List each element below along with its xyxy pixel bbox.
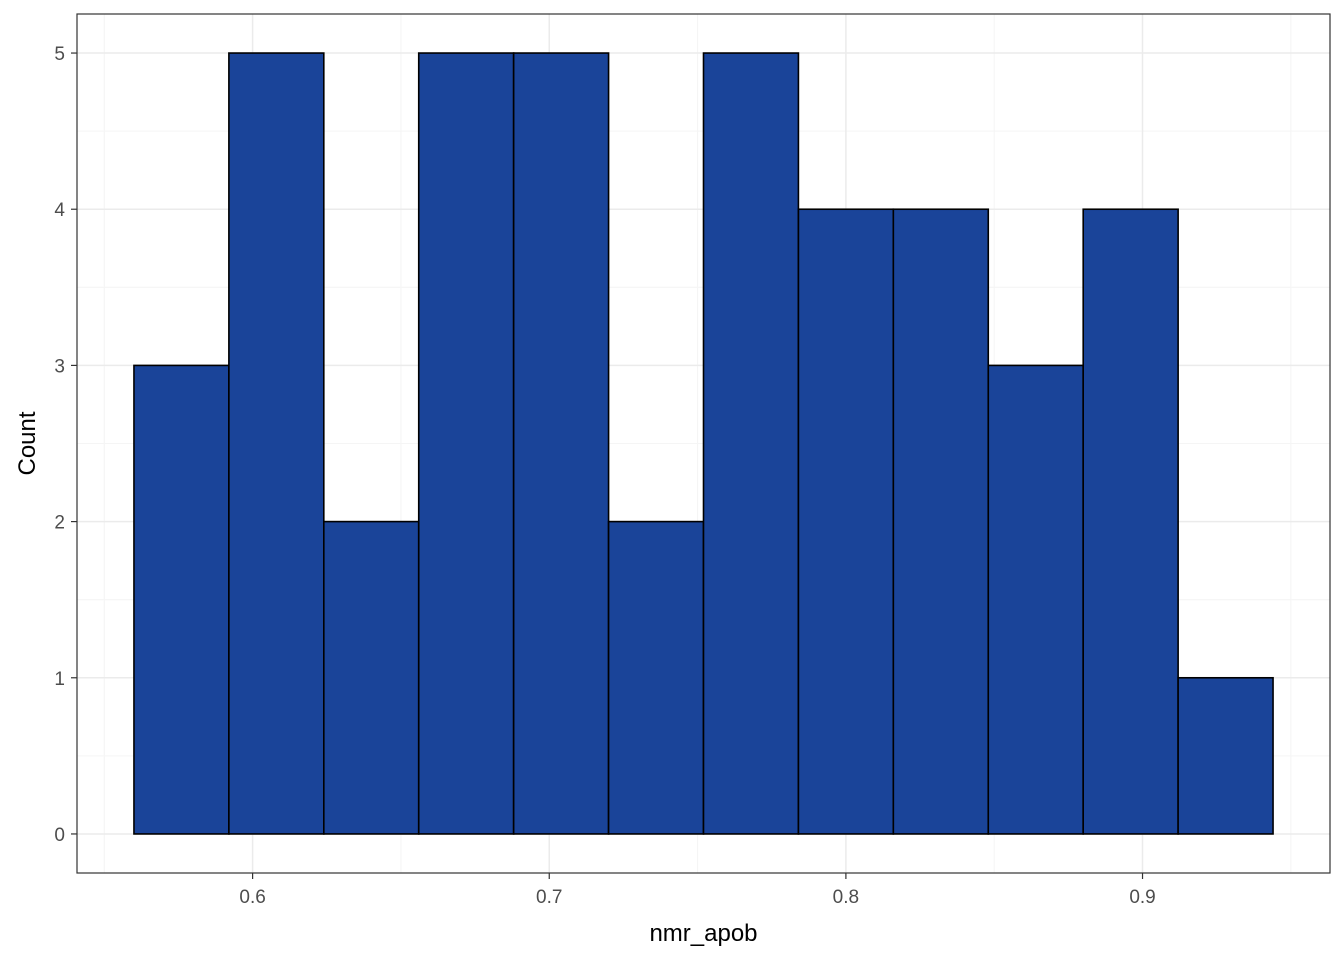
histogram-bar <box>1082 208 1179 835</box>
histogram-bar <box>797 208 895 835</box>
x-axis-title: nmr_apob <box>649 920 757 947</box>
y-tick-label: 0 <box>54 825 65 846</box>
x-tick-label: 0.7 <box>536 887 562 908</box>
y-tick-label: 5 <box>54 44 65 65</box>
histogram-bar <box>702 52 800 835</box>
x-axis-ticks: 0.6 0.7 0.8 0.9 <box>239 873 1156 908</box>
y-tick-label: 4 <box>54 200 65 221</box>
histogram-bar <box>1177 676 1274 835</box>
y-tick-label: 3 <box>54 356 65 377</box>
histogram-bar <box>987 364 1084 835</box>
histogram-bar <box>607 520 705 835</box>
panel-border <box>76 13 1331 874</box>
histogram-bar <box>228 52 325 835</box>
histogram-bar <box>892 208 990 835</box>
y-axis-ticks: 0 1 2 3 4 5 <box>54 44 77 846</box>
y-tick-label: 1 <box>54 669 65 690</box>
y-axis-title: Count <box>14 411 41 475</box>
x-tick-label: 0.8 <box>833 887 859 908</box>
histogram-bar <box>323 520 420 835</box>
histogram-bar <box>512 52 610 835</box>
histogram-bars <box>133 52 1274 835</box>
x-tick-label: 0.6 <box>239 887 265 908</box>
x-tick-label: 0.9 <box>1129 887 1155 908</box>
histogram-bar <box>133 364 230 835</box>
y-tick-label: 2 <box>54 513 65 534</box>
histogram-bar <box>417 52 515 835</box>
